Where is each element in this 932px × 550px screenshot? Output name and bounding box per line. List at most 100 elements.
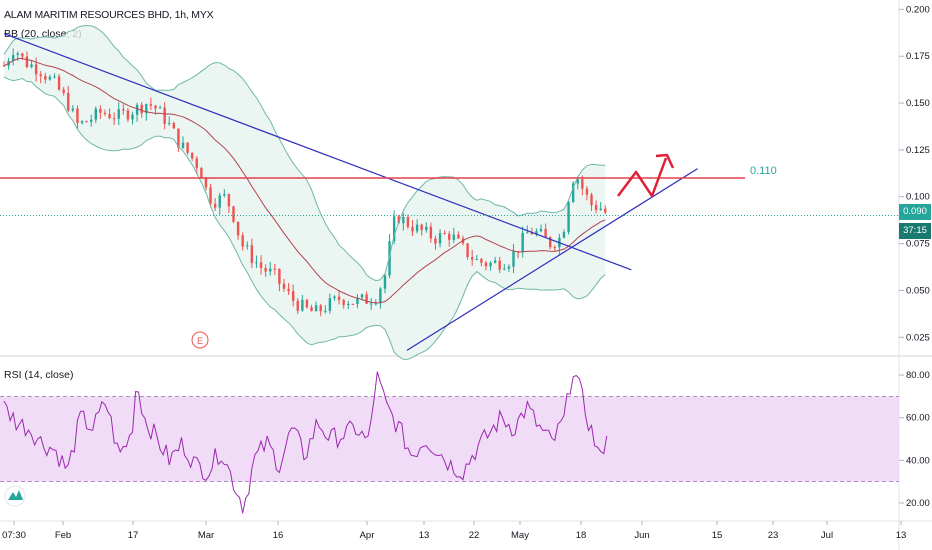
candle-body [530,232,534,235]
candle-body [562,232,566,238]
candle-body [48,76,52,80]
candle-body [163,107,166,124]
earnings-marker-label: E [197,336,203,346]
candle-body [264,267,267,272]
candle-body [218,195,221,208]
price-axis-ticks: 0.200 0.175 0.150 0.125 0.100 0.075 0.050 0.025 [899,4,930,343]
candle-body [16,53,19,56]
price-tick-label: 0.100 [906,192,930,203]
candle-body [145,104,148,114]
candle-body [420,224,423,231]
candle-body [44,76,47,80]
candle-body [337,296,341,301]
earnings-marker-icon[interactable] [191,331,209,349]
candle-body [539,228,543,232]
candle-body [149,104,153,106]
price-tick-label: 0.050 [906,285,930,296]
candle-body [250,245,254,263]
candle-body [599,208,602,210]
candle-body [80,121,84,123]
candle-body [388,241,391,276]
candle-body [397,216,400,224]
candle-body [282,283,286,289]
candle-body [204,177,208,188]
candle-body [503,268,506,270]
candle-body [122,109,125,111]
candle-body [21,53,24,57]
candle-body [429,226,433,239]
candle-body [158,107,162,109]
candle-body [567,202,570,233]
candle-body [296,300,299,311]
candle-body [172,122,176,129]
candle-body [181,142,185,148]
candle-body [374,303,377,305]
candle-body [370,303,373,305]
rsi-band-fill [0,396,899,482]
candle-body [406,216,410,227]
candle-body [590,194,593,206]
candle-body [365,294,368,304]
candle-body [112,118,116,120]
candle-body [117,109,120,119]
rsi-tick-label: 20.00 [906,498,930,509]
candle-body [200,168,203,178]
candle-body [452,234,456,240]
candle-body [475,259,478,261]
candle-body [585,188,589,195]
candle-body [526,232,529,234]
candle-body [213,203,217,208]
candle-body [131,114,134,120]
candle-body [457,234,460,239]
price-tick-label: 0.150 [906,98,930,109]
candle-body [99,108,102,113]
rsi-line [3,371,608,514]
candle-body [544,228,547,238]
candle-body [291,291,295,301]
candle-body [232,206,235,222]
rsi-tick-label: 60.00 [906,413,930,424]
candle-body [521,232,524,252]
candle-body [273,268,277,270]
candle-body [448,233,451,240]
time-tick-label: Apr [360,530,375,541]
trend-drawings[interactable] [0,33,899,351]
candle-body [402,216,405,224]
candle-body [356,297,359,305]
candle-body [328,298,332,311]
rsi-indicator-label[interactable]: RSI (14, close) [4,369,74,381]
time-tick-label: 22 [469,530,480,541]
candle-body [314,305,318,312]
candle-body [255,262,258,264]
candle-body [392,216,396,242]
chart-title: ALAM MARITIM RESOURCES BHD, 1h, MYX [4,9,214,21]
candle-body [484,262,488,267]
candle-body [438,233,442,244]
candle-body [549,237,552,248]
candle-body [379,288,382,304]
bollinger-band-fill [4,25,606,360]
candle-body [278,268,281,284]
rsi-series [3,371,608,514]
candle-body [411,226,414,232]
candle-body [553,247,556,249]
rsi-band [0,395,899,483]
bollinger-basis [3,57,606,304]
candle-body [177,128,180,148]
time-tick-label: 15 [712,530,723,541]
candle-body [342,300,345,306]
rsi-axis-ticks: 80.00 60.00 40.00 20.00 [899,370,930,509]
candle-body [594,205,598,210]
price-tick-label: 0.025 [906,332,930,343]
candle-body [94,108,97,120]
candle-body [324,310,327,312]
candle-body [67,92,70,111]
candle-body [168,122,171,124]
tradingview-logo-icon[interactable] [4,485,26,507]
bar-countdown-badge: 37:15 [899,223,931,239]
candle-body [493,260,497,263]
candle-body [154,105,157,109]
rsi-tick-label: 40.00 [906,455,930,466]
time-tick-label: Feb [55,530,71,541]
